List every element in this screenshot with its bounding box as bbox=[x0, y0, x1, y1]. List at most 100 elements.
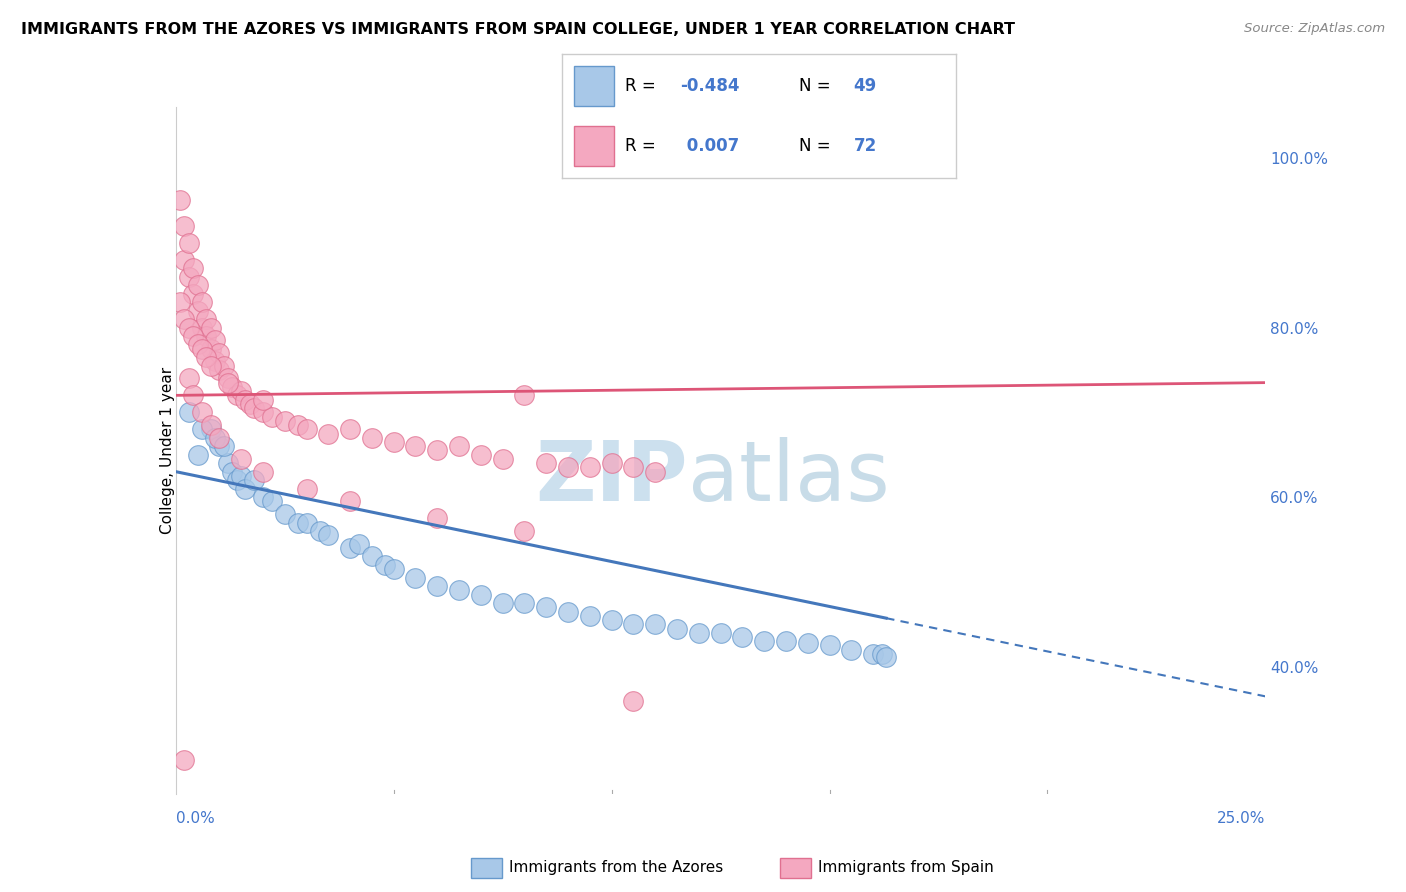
Point bbox=[339, 494, 361, 508]
Point bbox=[644, 465, 666, 479]
Point bbox=[200, 417, 222, 432]
Point bbox=[225, 473, 247, 487]
Point bbox=[492, 596, 515, 610]
Point bbox=[200, 422, 222, 436]
Point bbox=[195, 312, 218, 326]
Point bbox=[347, 537, 370, 551]
Point bbox=[382, 434, 405, 449]
Point bbox=[426, 511, 449, 525]
Point bbox=[191, 405, 214, 419]
Point bbox=[212, 439, 235, 453]
Point bbox=[195, 350, 218, 364]
Point bbox=[557, 605, 579, 619]
Point bbox=[382, 562, 405, 576]
Text: IMMIGRANTS FROM THE AZORES VS IMMIGRANTS FROM SPAIN COLLEGE, UNDER 1 YEAR CORREL: IMMIGRANTS FROM THE AZORES VS IMMIGRANTS… bbox=[21, 22, 1015, 37]
Point bbox=[204, 354, 226, 368]
Point bbox=[374, 558, 396, 572]
Point bbox=[841, 642, 863, 657]
Point bbox=[405, 439, 427, 453]
Point bbox=[688, 146, 710, 161]
Point bbox=[221, 465, 243, 479]
Point bbox=[191, 295, 214, 310]
Point bbox=[447, 583, 470, 598]
Point bbox=[243, 473, 266, 487]
Point bbox=[173, 312, 195, 326]
Point bbox=[177, 320, 200, 334]
Point bbox=[217, 371, 239, 385]
Text: Source: ZipAtlas.com: Source: ZipAtlas.com bbox=[1244, 22, 1385, 36]
Point bbox=[447, 439, 470, 453]
Point bbox=[186, 337, 209, 351]
Point bbox=[534, 456, 557, 470]
Point bbox=[186, 278, 209, 293]
Y-axis label: College, Under 1 year: College, Under 1 year bbox=[160, 367, 174, 534]
Text: Immigrants from Spain: Immigrants from Spain bbox=[818, 860, 994, 874]
Bar bbox=[574, 66, 613, 106]
Point bbox=[492, 452, 515, 467]
Point bbox=[360, 431, 382, 445]
Point bbox=[274, 507, 297, 521]
Point bbox=[231, 469, 253, 483]
Point bbox=[252, 392, 274, 407]
Point bbox=[191, 320, 214, 334]
Bar bbox=[574, 126, 613, 166]
Point bbox=[186, 303, 209, 318]
Point bbox=[513, 388, 536, 402]
Text: R =: R = bbox=[626, 77, 661, 95]
Point bbox=[339, 541, 361, 555]
Text: 25.0%: 25.0% bbox=[1218, 811, 1265, 826]
Point bbox=[208, 363, 231, 377]
Text: -0.484: -0.484 bbox=[681, 77, 740, 95]
Point bbox=[225, 388, 247, 402]
Text: 72: 72 bbox=[853, 137, 877, 155]
Point bbox=[557, 460, 579, 475]
Point bbox=[252, 490, 274, 504]
Point bbox=[534, 600, 557, 615]
Point bbox=[217, 456, 239, 470]
Point bbox=[181, 286, 204, 301]
Point bbox=[243, 401, 266, 415]
Point bbox=[195, 329, 218, 343]
Point bbox=[252, 465, 274, 479]
Point bbox=[212, 359, 235, 373]
Point bbox=[204, 333, 226, 347]
Text: N =: N = bbox=[799, 137, 835, 155]
Point bbox=[710, 625, 733, 640]
Point bbox=[186, 448, 209, 462]
Point bbox=[513, 596, 536, 610]
Point bbox=[754, 634, 776, 648]
Point bbox=[295, 516, 318, 530]
Point bbox=[579, 460, 602, 475]
Point bbox=[221, 380, 243, 394]
Text: 0.007: 0.007 bbox=[681, 137, 738, 155]
Point bbox=[173, 219, 195, 233]
Point bbox=[818, 639, 841, 653]
Point bbox=[208, 439, 231, 453]
Point bbox=[208, 346, 231, 360]
Point bbox=[426, 579, 449, 593]
Point bbox=[200, 342, 222, 356]
Point bbox=[208, 431, 231, 445]
Point bbox=[260, 409, 283, 424]
Point bbox=[204, 431, 226, 445]
Point bbox=[181, 261, 204, 276]
Point bbox=[200, 359, 222, 373]
Point bbox=[235, 482, 257, 496]
Point bbox=[470, 448, 492, 462]
Text: 0.0%: 0.0% bbox=[176, 811, 215, 826]
Point bbox=[200, 320, 222, 334]
Point bbox=[470, 588, 492, 602]
Point bbox=[287, 417, 309, 432]
Point bbox=[260, 494, 283, 508]
Point bbox=[181, 329, 204, 343]
Point bbox=[318, 528, 340, 542]
Point bbox=[318, 426, 340, 441]
Point bbox=[875, 649, 897, 664]
Text: ZIP: ZIP bbox=[536, 437, 688, 518]
Point bbox=[426, 443, 449, 458]
Point bbox=[287, 516, 309, 530]
Point bbox=[688, 625, 710, 640]
Point bbox=[169, 194, 191, 208]
Text: R =: R = bbox=[626, 137, 661, 155]
Point bbox=[173, 753, 195, 767]
